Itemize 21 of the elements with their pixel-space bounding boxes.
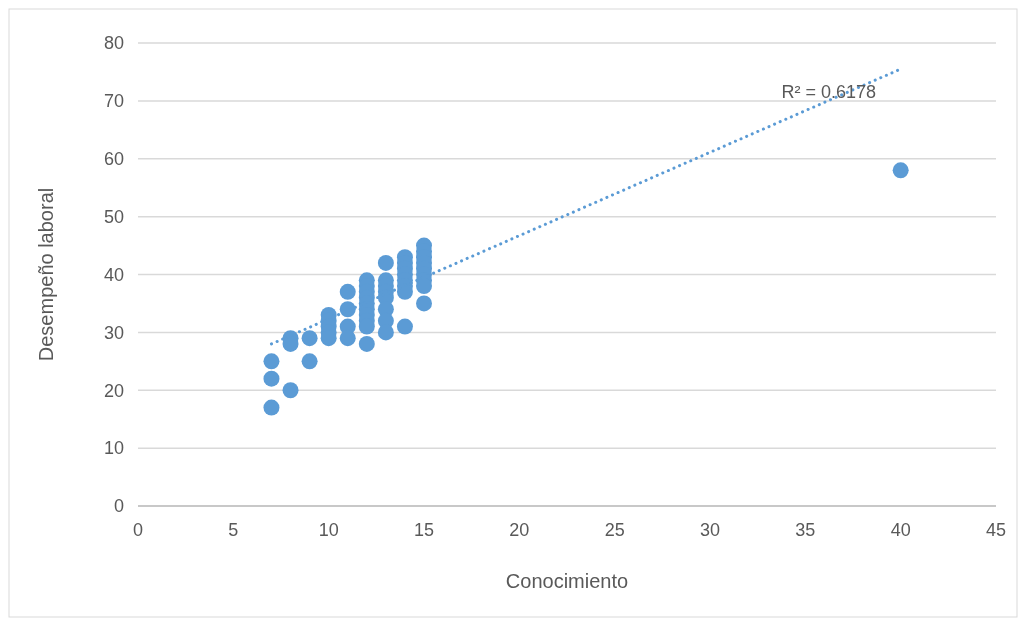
x-tick-label: 0 bbox=[132, 520, 144, 540]
x-tick-label: 30 bbox=[699, 520, 721, 540]
y-tick-label: 20 bbox=[103, 380, 124, 401]
y-tick-label: 0 bbox=[113, 496, 124, 517]
x-tick-label: 20 bbox=[509, 520, 530, 540]
x-tick-label: 45 bbox=[985, 520, 1007, 540]
y-axis-title: Desempeño laboral bbox=[35, 187, 57, 362]
x-tick-label: 5 bbox=[228, 520, 239, 540]
y-tick-label: 30 bbox=[103, 322, 124, 343]
x-tick-label: 40 bbox=[890, 520, 911, 540]
x-tick-label: 15 bbox=[413, 520, 435, 540]
x-tick-label: 25 bbox=[604, 520, 625, 540]
y-tick-label: 10 bbox=[103, 438, 124, 459]
y-tick-label: 80 bbox=[103, 33, 124, 54]
x-tick-label: 35 bbox=[795, 520, 816, 540]
y-tick-label: 60 bbox=[103, 149, 124, 170]
y-tick-label: 50 bbox=[103, 206, 124, 227]
y-tick-label: 70 bbox=[103, 91, 124, 112]
x-tick-label: 10 bbox=[318, 520, 339, 540]
x-axis-title: Conocimiento bbox=[505, 570, 629, 592]
y-tick-label: 40 bbox=[103, 264, 124, 285]
